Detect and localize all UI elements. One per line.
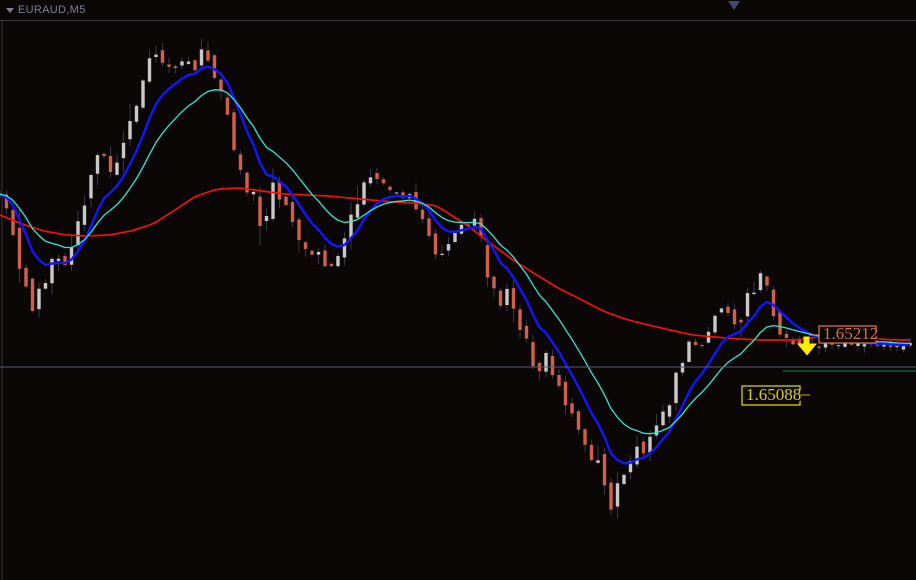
svg-text:1.65212: 1.65212 — [823, 324, 878, 343]
svg-text:1.65088: 1.65088 — [746, 385, 801, 404]
